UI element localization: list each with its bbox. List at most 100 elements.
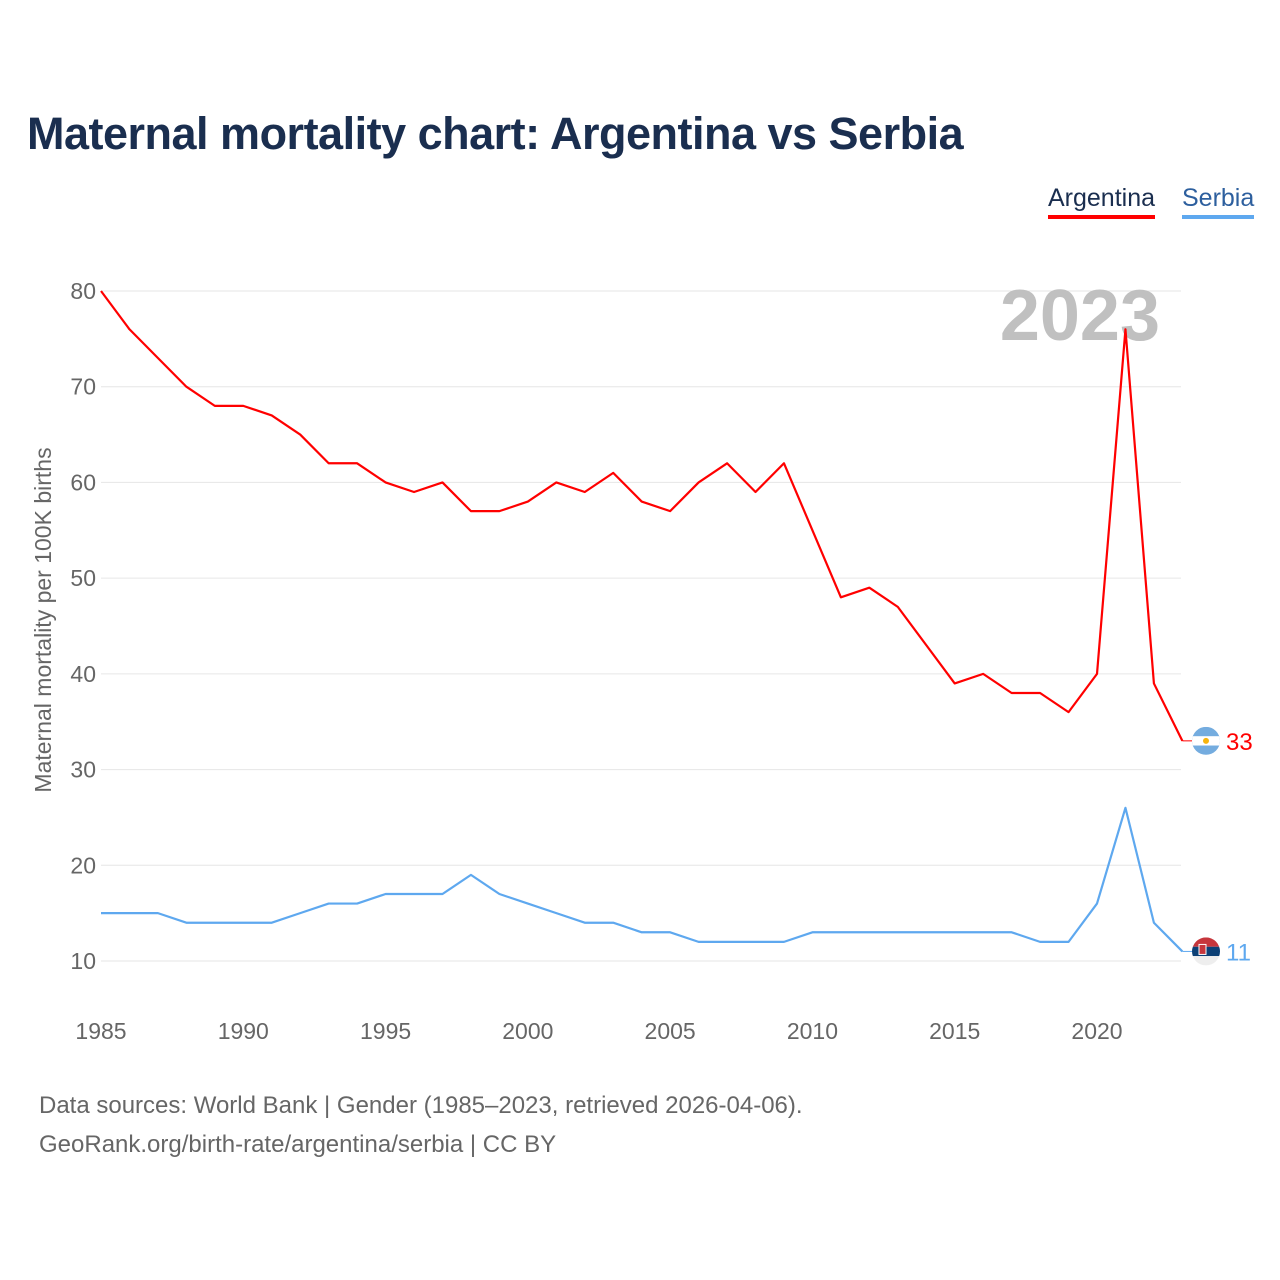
- data-point[interactable]: [384, 892, 388, 896]
- url-text[interactable]: GeoRank.org/birth-rate/argentina/serbia …: [39, 1131, 557, 1158]
- data-point[interactable]: [412, 892, 416, 896]
- data-point[interactable]: [156, 356, 160, 360]
- data-point[interactable]: [554, 480, 558, 484]
- data-point[interactable]: [327, 902, 331, 906]
- y-axis-label: Maternal mortality per 100K births: [30, 447, 56, 792]
- data-point[interactable]: [896, 605, 900, 609]
- data-point[interactable]: [1038, 940, 1042, 944]
- data-point[interactable]: [924, 930, 928, 934]
- x-tick-label: 2010: [787, 1018, 838, 1044]
- data-point[interactable]: [355, 902, 359, 906]
- data-point[interactable]: [810, 528, 814, 532]
- data-point[interactable]: [1067, 940, 1071, 944]
- data-point[interactable]: [327, 461, 331, 465]
- data-point[interactable]: [526, 500, 530, 504]
- data-point[interactable]: [611, 921, 615, 925]
- data-point[interactable]: [697, 940, 701, 944]
- legend-argentina[interactable]: Argentina: [1048, 184, 1156, 219]
- y-tick-label: 40: [70, 661, 96, 687]
- series-line-argentina[interactable]: [100, 290, 1184, 742]
- data-point[interactable]: [782, 461, 786, 465]
- y-tick-label: 70: [70, 374, 96, 400]
- x-tick-label: 2005: [645, 1018, 696, 1044]
- data-point[interactable]: [668, 930, 672, 934]
- data-point[interactable]: [867, 930, 871, 934]
- data-point[interactable]: [725, 461, 729, 465]
- data-point[interactable]: [953, 681, 957, 685]
- y-tick-label: 20: [70, 852, 96, 878]
- data-point[interactable]: [99, 289, 103, 293]
- data-point[interactable]: [298, 911, 302, 915]
- legend-serbia[interactable]: Serbia: [1182, 184, 1255, 219]
- data-point[interactable]: [583, 921, 587, 925]
- data-point[interactable]: [384, 480, 388, 484]
- data-point[interactable]: [127, 911, 131, 915]
- data-point[interactable]: [896, 930, 900, 934]
- data-point[interactable]: [127, 327, 131, 331]
- data-point[interactable]: [1152, 681, 1156, 685]
- data-point[interactable]: [440, 480, 444, 484]
- data-point[interactable]: [497, 892, 501, 896]
- data-point[interactable]: [184, 385, 188, 389]
- data-point[interactable]: [953, 930, 957, 934]
- argentina-flag-icon: [1192, 726, 1220, 755]
- data-point[interactable]: [1152, 921, 1156, 925]
- data-point[interactable]: [1038, 691, 1042, 695]
- data-point[interactable]: [1010, 930, 1014, 934]
- data-point[interactable]: [981, 930, 985, 934]
- data-point[interactable]: [184, 921, 188, 925]
- data-point[interactable]: [697, 480, 701, 484]
- data-point[interactable]: [640, 500, 644, 504]
- data-point[interactable]: [469, 873, 473, 877]
- data-point[interactable]: [640, 930, 644, 934]
- chart-title: Maternal mortality chart: Argentina vs S…: [27, 108, 964, 159]
- data-point[interactable]: [1010, 691, 1014, 695]
- data-point[interactable]: [1123, 806, 1127, 810]
- data-point[interactable]: [554, 911, 558, 915]
- x-tick-label: 2015: [929, 1018, 980, 1044]
- data-point[interactable]: [241, 404, 245, 408]
- y-tick-label: 60: [70, 469, 96, 495]
- data-point[interactable]: [782, 940, 786, 944]
- x-tick-label: 2020: [1071, 1018, 1122, 1044]
- data-point[interactable]: [583, 490, 587, 494]
- data-point[interactable]: [526, 902, 530, 906]
- data-point[interactable]: [497, 509, 501, 513]
- series-line-serbia[interactable]: [101, 806, 1184, 953]
- y-tick-label: 50: [70, 565, 96, 591]
- data-point[interactable]: [298, 433, 302, 437]
- x-tick-label: 1995: [360, 1018, 411, 1044]
- data-point[interactable]: [839, 595, 843, 599]
- data-point[interactable]: [469, 509, 473, 513]
- data-point[interactable]: [1095, 902, 1099, 906]
- data-point[interactable]: [213, 404, 217, 408]
- data-point[interactable]: [99, 911, 103, 915]
- data-point[interactable]: [754, 940, 758, 944]
- data-point[interactable]: [725, 940, 729, 944]
- data-point[interactable]: [156, 911, 160, 915]
- data-point[interactable]: [440, 892, 444, 896]
- data-point[interactable]: [1095, 672, 1099, 676]
- data-point[interactable]: [981, 672, 985, 676]
- source-text: Data sources: World Bank | Gender (1985–…: [39, 1092, 803, 1119]
- data-point[interactable]: [1067, 710, 1071, 714]
- data-point[interactable]: [270, 413, 274, 417]
- year-watermark: 2023: [1000, 276, 1160, 356]
- data-point[interactable]: [810, 930, 814, 934]
- data-point[interactable]: [355, 461, 359, 465]
- y-tick-label: 30: [70, 757, 96, 783]
- data-point[interactable]: [412, 490, 416, 494]
- data-point[interactable]: [611, 471, 615, 475]
- data-point[interactable]: [270, 921, 274, 925]
- data-point[interactable]: [754, 490, 758, 494]
- data-point[interactable]: [839, 930, 843, 934]
- data-point[interactable]: [867, 586, 871, 590]
- y-tick-label: 10: [70, 948, 96, 974]
- data-point[interactable]: [668, 509, 672, 513]
- x-tick-label: 1990: [218, 1018, 269, 1044]
- data-point[interactable]: [924, 643, 928, 647]
- data-point[interactable]: [241, 921, 245, 925]
- data-point[interactable]: [1123, 327, 1127, 331]
- data-point[interactable]: [213, 921, 217, 925]
